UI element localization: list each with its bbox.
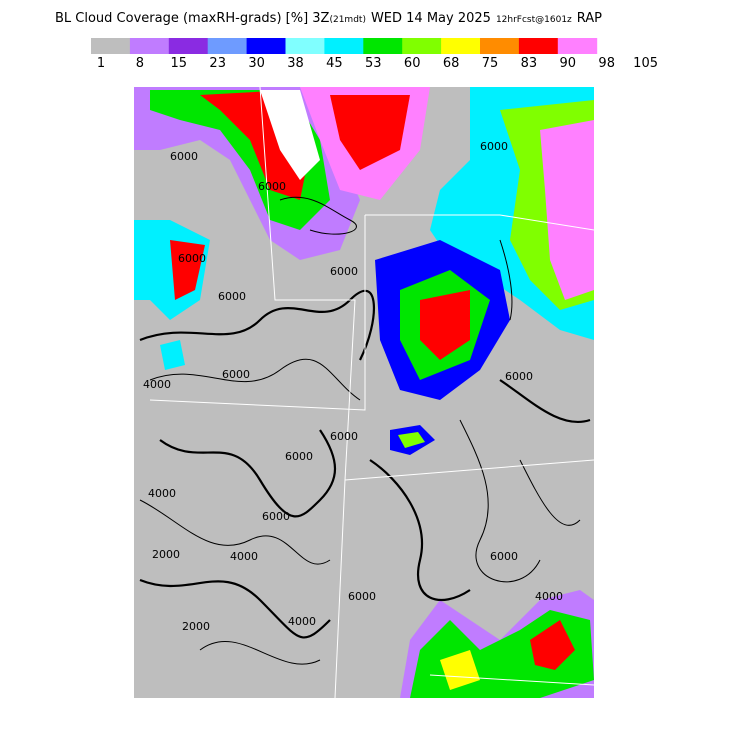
color-swatch xyxy=(91,38,131,54)
color-bar-label: 38 xyxy=(287,56,304,71)
contour-label: 6000 xyxy=(262,510,290,523)
contour-line xyxy=(149,358,361,401)
color-swatch xyxy=(518,38,559,54)
contour-label: 6000 xyxy=(330,430,358,443)
color-bar-label: 45 xyxy=(326,56,343,71)
contour-line xyxy=(139,499,331,565)
state-boundaries xyxy=(149,86,595,699)
cloud-area xyxy=(530,620,575,670)
color-bar-label: 90 xyxy=(560,56,577,71)
contour-line xyxy=(499,239,513,321)
cloud-area xyxy=(420,290,470,360)
color-swatch xyxy=(557,38,598,54)
contour-label: 4000 xyxy=(148,487,176,500)
cloud-area xyxy=(540,120,594,300)
contour-label: 6000 xyxy=(490,550,518,563)
title-model: RAP xyxy=(577,11,602,26)
color-bar-label: 30 xyxy=(248,56,265,71)
color-bar: 1 8 15 23 30 38 45 53 60 68 75 83 90 98 105 xyxy=(91,38,658,71)
color-bar-label: 105 xyxy=(633,56,658,71)
contour-label: 2000 xyxy=(182,620,210,633)
contour-line xyxy=(369,459,471,602)
color-bar-label: 8 xyxy=(136,56,144,71)
color-swatch xyxy=(207,38,248,54)
contour-label: 6000 xyxy=(218,290,246,303)
cloud-areas xyxy=(134,87,594,698)
cloud-area xyxy=(330,95,410,170)
title-forecast: 12hrFcst@1601z xyxy=(496,15,572,25)
contour-label: 4000 xyxy=(535,590,563,603)
contour-label: 6000 xyxy=(222,368,250,381)
color-swatch xyxy=(402,38,442,54)
contour-label: 4000 xyxy=(143,378,171,391)
contour-line xyxy=(199,641,321,665)
contour-label: 6000 xyxy=(178,252,206,265)
contour-label: 6000 xyxy=(170,150,198,163)
contour-label: 6000 xyxy=(505,370,533,383)
color-bar-label: 83 xyxy=(521,56,538,71)
color-bar-label: 15 xyxy=(171,56,188,71)
color-bar-label: 68 xyxy=(443,56,460,71)
color-swatch xyxy=(246,38,286,54)
cloud-area xyxy=(160,340,185,370)
contour-label: 2000 xyxy=(152,548,180,561)
contour-label: 6000 xyxy=(330,265,358,278)
contour-line xyxy=(139,578,331,639)
contour-line xyxy=(519,459,581,526)
color-swatch xyxy=(480,38,520,54)
color-bar-label: 1 xyxy=(97,56,105,71)
color-swatch xyxy=(285,38,325,54)
contour-line xyxy=(279,196,357,235)
title-main: BL Cloud Coverage (maxRH-grads) [%] 3Z xyxy=(55,11,330,26)
cloud-area xyxy=(260,90,320,180)
contour-label: 6000 xyxy=(258,180,286,193)
contour-line xyxy=(139,289,375,361)
color-swatch xyxy=(168,38,209,54)
color-swatch xyxy=(324,38,364,54)
contour-label: 6000 xyxy=(285,450,313,463)
title: BL Cloud Coverage (maxRH-grads) [%] 3Z(2… xyxy=(55,11,602,26)
color-bar-label: 60 xyxy=(404,56,421,71)
boundary xyxy=(429,674,595,686)
boundary xyxy=(259,86,356,699)
color-bar-label: 75 xyxy=(482,56,499,71)
color-bar-label: 53 xyxy=(365,56,382,71)
cloud-area xyxy=(398,432,425,448)
map: 6000 6000 6000 6000 4000 6000 6000 4000 6000 6000… xyxy=(134,86,595,699)
contours xyxy=(139,196,591,665)
contour-line xyxy=(159,429,337,518)
cloud-area xyxy=(440,650,480,690)
color-swatch xyxy=(441,38,481,54)
contour-line xyxy=(499,379,591,423)
contour-label: 4000 xyxy=(230,550,258,563)
boundary xyxy=(344,459,595,481)
contour-line xyxy=(459,419,541,583)
color-bar-label: 23 xyxy=(209,56,226,71)
color-swatch xyxy=(129,38,170,54)
cloud-area xyxy=(170,240,205,300)
boundary xyxy=(365,214,595,231)
boundary xyxy=(149,215,366,411)
title-local-time: (21mdt) xyxy=(329,15,365,25)
contour-label: 6000 xyxy=(348,590,376,603)
title-date: WED 14 May 2025 xyxy=(371,11,491,26)
contour-labels: 6000 6000 6000 6000 4000 6000 6000 4000 6000 6000… xyxy=(143,140,563,633)
color-swatch xyxy=(363,38,403,54)
color-bar-label: 98 xyxy=(598,56,615,71)
contour-label: 6000 xyxy=(480,140,508,153)
contour-label: 4000 xyxy=(288,615,316,628)
